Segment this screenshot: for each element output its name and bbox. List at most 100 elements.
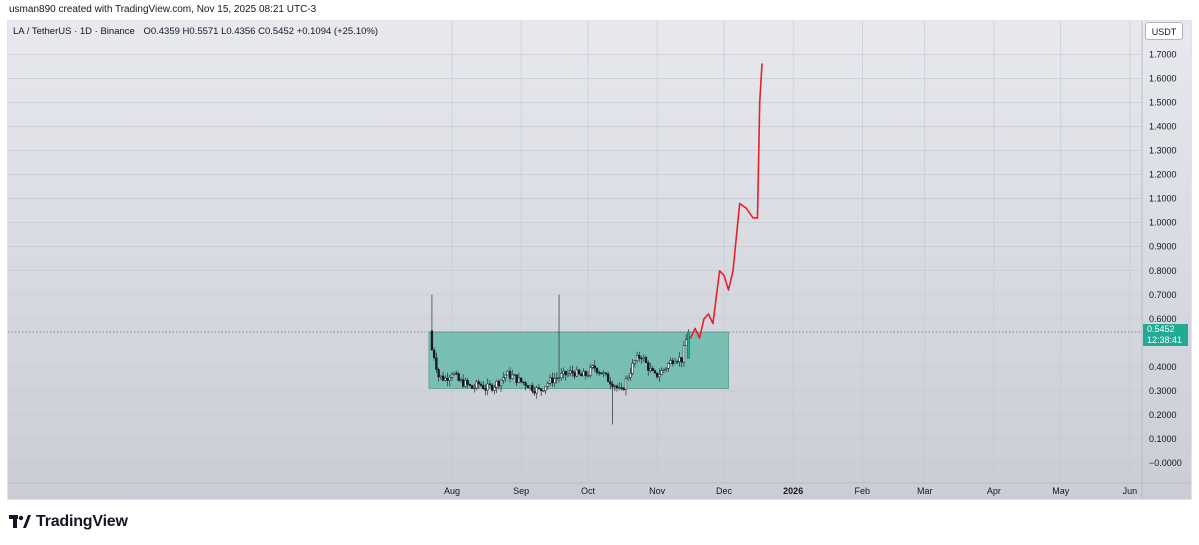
candle-body — [495, 381, 498, 388]
candle-body — [589, 367, 592, 376]
symbol-legend: LA / TetherUS · 1D · Binance O0.4359 H0.… — [13, 26, 378, 37]
candle-body — [526, 385, 529, 389]
candle-body — [669, 360, 672, 364]
candle-body — [555, 377, 558, 380]
currency-button[interactable]: USDT — [1145, 22, 1183, 40]
candle-body — [658, 374, 661, 378]
candle-body — [464, 380, 467, 387]
candle-body — [627, 376, 630, 380]
candle-body — [580, 373, 583, 377]
candle-body — [437, 369, 440, 378]
logo-text: TradingView — [36, 513, 128, 530]
candle-body — [651, 368, 654, 371]
candle-body — [502, 377, 505, 381]
candle-body — [582, 371, 585, 377]
candle-body — [557, 377, 561, 379]
ohlc-high: H0.5571 — [182, 26, 219, 37]
tradingview-logo-icon — [9, 515, 31, 528]
candle-body — [430, 330, 434, 351]
candle-body — [631, 363, 634, 374]
candle-body — [533, 390, 536, 394]
candle-body — [455, 372, 458, 375]
candle-body — [450, 374, 454, 378]
candle-body — [493, 387, 496, 391]
candle-body — [647, 362, 650, 371]
candle-body — [573, 372, 576, 377]
candle-body — [606, 373, 610, 382]
candle-body — [453, 372, 456, 375]
candle-body — [433, 349, 436, 358]
candle-body — [644, 357, 648, 363]
candle-body — [609, 381, 612, 385]
symbol-label[interactable]: LA / TetherUS · 1D · Binance — [13, 26, 135, 37]
candle-body — [542, 390, 545, 392]
price-change: +0.1094 (+25.10%) — [296, 26, 378, 37]
candle-body — [584, 371, 587, 376]
y-tick-label: 0.8000 — [1149, 266, 1177, 276]
y-tick-label: 0.4000 — [1149, 362, 1177, 372]
last-price-tag: 0.5452 12:38:41 — [1143, 324, 1188, 346]
candle-body — [488, 383, 492, 386]
candle-body — [479, 383, 483, 386]
candle-body — [522, 381, 525, 383]
candle-body — [566, 373, 570, 376]
candle-body — [457, 373, 460, 381]
candle-body — [680, 357, 683, 363]
candle-body — [553, 378, 556, 384]
candle-body — [548, 377, 552, 384]
y-tick-label: 0.6000 — [1149, 314, 1177, 324]
y-tick-label: 0.3000 — [1149, 386, 1177, 396]
candle-body — [678, 357, 681, 362]
y-tick-label: 1.5000 — [1149, 98, 1177, 108]
candle-body — [439, 375, 443, 378]
x-tick-label: May — [1052, 486, 1070, 496]
bar-countdown: 12:38:41 — [1147, 335, 1183, 345]
candle-body — [638, 355, 641, 359]
candle-body — [595, 367, 599, 373]
candle-body — [624, 378, 628, 391]
candle-body — [629, 373, 632, 378]
candle-body — [673, 361, 677, 364]
candle-body — [591, 365, 594, 368]
y-tick-label: 0.9000 — [1149, 242, 1177, 252]
candle-body — [633, 360, 637, 364]
candle-body — [524, 382, 527, 386]
y-tick-label: 0.7000 — [1149, 290, 1177, 300]
y-tick-label: 1.0000 — [1149, 218, 1177, 228]
candle-body — [504, 374, 507, 378]
candle-body — [497, 381, 500, 387]
last-price-value: 0.5452 — [1147, 324, 1175, 334]
candle-body — [531, 384, 534, 392]
candle-body — [682, 345, 686, 363]
candle-body — [600, 372, 603, 375]
candle-body — [528, 384, 532, 389]
candle-body — [586, 375, 590, 377]
candle-body — [662, 369, 666, 371]
x-tick-label: Dec — [716, 486, 733, 496]
x-tick-label: Jun — [1123, 486, 1138, 496]
candle-body — [546, 383, 550, 387]
candle-body-last — [687, 331, 690, 359]
y-tick-label: 1.1000 — [1149, 194, 1177, 204]
candle-body — [466, 380, 469, 385]
candle-body — [622, 387, 625, 391]
candle-body — [446, 378, 449, 381]
candle-body — [515, 374, 518, 383]
tradingview-logo[interactable]: TradingView — [9, 513, 128, 531]
candle-body — [560, 373, 563, 378]
candle-body — [575, 369, 579, 377]
candle-body — [660, 370, 663, 375]
candle-body — [484, 388, 487, 391]
chart-credit: usman890 created with TradingView.com, N… — [9, 4, 317, 15]
candle-body — [685, 339, 688, 346]
candle-body — [593, 365, 596, 369]
candle-body — [618, 387, 621, 389]
y-tick-label: 1.7000 — [1149, 49, 1177, 59]
candle-body — [441, 375, 445, 381]
candle-body — [506, 371, 509, 376]
ohlc-low: L0.4356 — [221, 26, 256, 37]
candle-body — [613, 385, 616, 387]
x-tick-label: Feb — [855, 486, 871, 496]
chart-area[interactable] — [7, 20, 1192, 500]
